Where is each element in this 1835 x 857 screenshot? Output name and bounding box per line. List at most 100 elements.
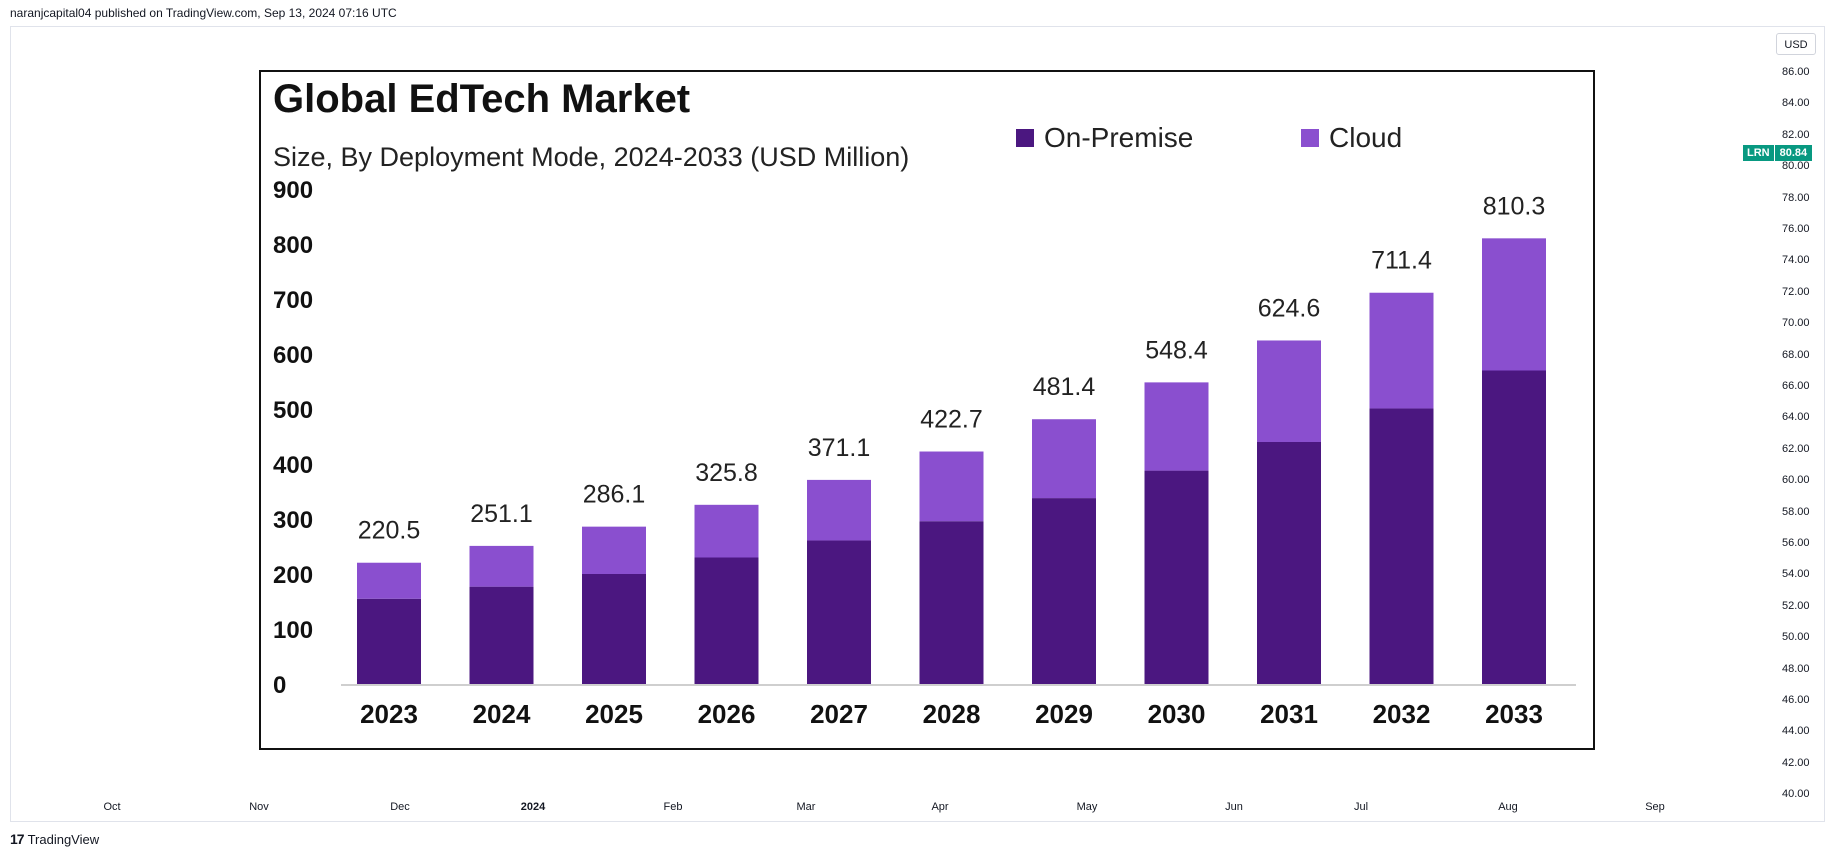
bar-cloud-2025 <box>582 526 646 574</box>
total-label-2033: 810.3 <box>1483 192 1546 220</box>
bar-cloud-2032 <box>1369 292 1434 409</box>
bar-on-premise-2027 <box>807 540 871 684</box>
chart-pane[interactable] <box>10 26 1825 822</box>
time-tick: Jul <box>1353 801 1369 813</box>
x-tick-label: 2030 <box>1148 699 1206 729</box>
bars: 220.5 251.1 286.1 325.8 371.1 422.7 481.4 548.4… <box>341 192 1576 686</box>
bar-on-premise-2025 <box>582 574 646 684</box>
price-tick: 58.00 <box>1782 505 1810 518</box>
price-tick: 74.00 <box>1782 254 1810 267</box>
bar-cloud-2028 <box>919 451 984 522</box>
bar-on-premise-2028 <box>919 521 984 684</box>
price-tick: 78.00 <box>1782 191 1810 204</box>
total-label-2023: 220.5 <box>358 517 421 545</box>
chart-title: Global EdTech Market <box>273 77 690 121</box>
tradingview-brand[interactable]: 17 TradingView <box>10 831 99 847</box>
price-symbol: LRN <box>1743 145 1774 161</box>
y-tick-label: 700 <box>273 287 313 314</box>
publish-info: naranjcapital04 published on TradingView… <box>10 6 397 20</box>
price-tick: 62.00 <box>1782 442 1810 455</box>
y-tick-label: 600 <box>273 342 313 369</box>
bar-cloud-2023 <box>357 562 421 599</box>
bar-on-premise-2023 <box>357 598 421 684</box>
bar-on-premise-2024 <box>469 586 534 684</box>
last-price-label: LRN 80.84 <box>1743 145 1813 161</box>
bar-on-premise-2032 <box>1369 408 1434 684</box>
legend-label-0: On-Premise <box>1044 122 1193 153</box>
time-tick: Oct <box>103 801 121 813</box>
y-tick-label: 400 <box>273 452 313 479</box>
price-tick: 86.00 <box>1782 66 1810 78</box>
price-tick: 48.00 <box>1782 662 1810 675</box>
price-tick: 66.00 <box>1782 380 1810 392</box>
bar-cloud-2029 <box>1032 419 1096 499</box>
total-label-2032: 711.4 <box>1371 247 1432 275</box>
price-tick: 50.00 <box>1782 631 1810 644</box>
x-tick-label: 2023 <box>360 699 418 729</box>
total-label-2031: 624.6 <box>1258 294 1321 322</box>
currency-button[interactable]: USD <box>1776 33 1816 55</box>
x-tick-label: 2027 <box>810 699 868 729</box>
price-tick: 70.00 <box>1782 317 1810 330</box>
price-value: 80.84 <box>1774 145 1813 161</box>
price-tick: 54.00 <box>1782 568 1810 581</box>
price-tick: 46.00 <box>1782 694 1810 706</box>
bar-on-premise-2029 <box>1032 498 1096 684</box>
price-scale[interactable]: 86.00 84.00 82.00 80.00 78.00 76.00 74.00 72.00… <box>1770 0 1830 857</box>
bar-on-premise-2031 <box>1257 442 1321 684</box>
y-tick-label: 200 <box>273 562 313 589</box>
price-tick: 72.00 <box>1782 285 1810 298</box>
bar-cloud-2030 <box>1144 382 1209 471</box>
total-label-2027: 371.1 <box>808 434 871 462</box>
x-tick-label: 2029 <box>1035 699 1093 729</box>
x-tick-label: 2024 <box>473 699 531 729</box>
x-tick-label: 2028 <box>923 699 981 729</box>
price-tick: 60.00 <box>1782 474 1810 487</box>
price-tick: 76.00 <box>1782 223 1810 235</box>
price-tick: 40.00 <box>1782 788 1810 801</box>
stacked-bar-chart: Global EdTech Market Size, By Deployment… <box>273 77 1576 729</box>
time-tick: Dec <box>390 801 410 813</box>
x-axis: 2023 2024 2025 2026 2027 2028 2029 2030 2031 2032… <box>360 699 1543 729</box>
y-axis: 900 800 700 600 500 400 300 200 100 0 <box>273 177 313 699</box>
y-tick-label: 900 <box>273 177 313 204</box>
price-tick: 64.00 <box>1782 411 1810 424</box>
total-label-2029: 481.4 <box>1033 373 1096 401</box>
y-tick-label: 800 <box>273 232 313 259</box>
time-tick: Mar <box>796 801 816 813</box>
chart-legend: On-Premise Cloud <box>1016 122 1402 153</box>
time-tick: Jun <box>1225 801 1243 813</box>
bar-on-premise-2026 <box>694 557 759 684</box>
x-tick-label: 2033 <box>1485 699 1543 729</box>
legend-swatch-0 <box>1016 129 1034 147</box>
price-tick: 52.00 <box>1782 599 1810 612</box>
total-label-2025: 286.1 <box>583 481 646 509</box>
y-tick-label: 0 <box>273 672 286 699</box>
total-label-2030: 548.4 <box>1145 336 1208 364</box>
total-label-2026: 325.8 <box>695 459 758 487</box>
x-tick-label: 2026 <box>698 699 756 729</box>
time-tick: Nov <box>249 801 269 813</box>
time-tick: May <box>1076 801 1098 813</box>
brand-name: TradingView <box>27 831 100 847</box>
price-tick: 80.00 <box>1782 160 1810 173</box>
bar-on-premise-2033 <box>1482 370 1546 684</box>
time-tick: Apr <box>931 801 949 813</box>
bar-cloud-2033 <box>1482 238 1546 371</box>
time-tick: Sep <box>1645 801 1665 813</box>
x-tick-label: 2031 <box>1260 699 1318 729</box>
price-tick: 84.00 <box>1782 97 1810 110</box>
x-tick-label: 2032 <box>1373 699 1431 729</box>
legend-swatch-1 <box>1301 129 1319 147</box>
tradingview-logo-icon: 17 <box>10 831 25 847</box>
time-tick: 2024 <box>520 801 546 813</box>
total-label-2024: 251.1 <box>470 500 533 528</box>
y-tick-label: 500 <box>273 397 313 424</box>
y-tick-label: 300 <box>273 507 313 534</box>
price-tick: 68.00 <box>1782 348 1810 361</box>
price-tick: 82.00 <box>1782 128 1810 141</box>
chart-subtitle: Size, By Deployment Mode, 2024-2033 (USD… <box>273 142 909 172</box>
legend-label-1: Cloud <box>1329 122 1402 153</box>
bar-cloud-2026 <box>694 504 759 558</box>
y-tick-label: 100 <box>273 617 313 644</box>
